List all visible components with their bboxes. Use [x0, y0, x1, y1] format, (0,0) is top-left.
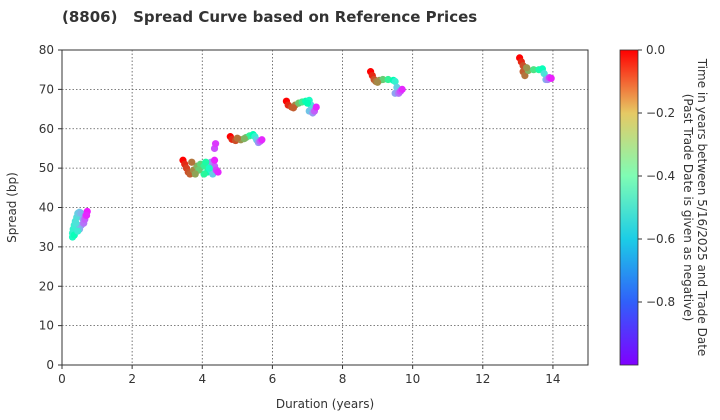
- y-tick-label: 50: [39, 161, 54, 175]
- colorbar-ticks: 0.0 −0.2 −0.4 −0.6 −0.8: [638, 43, 675, 309]
- colorbar-label-line1: Time in years between 5/16/2025 and Trad…: [695, 58, 709, 357]
- axis-ticks: 0 2 4 6 8 10 12 14 0 10 20 30 40 50 60 70 80: [39, 43, 561, 386]
- scatter-point: [191, 170, 199, 178]
- colorbar-tick-label: 0.0: [646, 43, 665, 57]
- grid-lines: [62, 50, 588, 365]
- colorbar-tick-label: −0.8: [646, 295, 675, 309]
- x-tick-label: 14: [545, 372, 560, 386]
- scatter-point: [303, 99, 312, 107]
- data-points: [68, 54, 555, 241]
- y-tick-label: 40: [39, 201, 54, 215]
- y-tick-label: 0: [46, 358, 54, 372]
- scatter-point: [374, 78, 382, 86]
- scatter-point: [205, 164, 213, 172]
- chart-title: (8806) Spread Curve based on Reference P…: [62, 8, 478, 26]
- scatter-point: [211, 140, 220, 148]
- colorbar-tick-label: −0.4: [646, 169, 675, 183]
- scatter-point: [258, 136, 266, 144]
- colorbar-label-line2: (Past Trade Date is given as negative): [681, 94, 695, 322]
- x-tick-label: 8: [339, 372, 347, 386]
- scatter-point: [200, 170, 208, 178]
- scatter-point: [74, 227, 82, 235]
- scatter-point: [398, 85, 406, 93]
- y-tick-label: 20: [39, 279, 54, 293]
- scatter-point: [233, 134, 241, 142]
- x-tick-label: 12: [475, 372, 490, 386]
- point-cluster-6: [516, 54, 555, 84]
- x-tick-label: 4: [198, 372, 206, 386]
- scatter-point: [210, 156, 219, 164]
- x-tick-label: 0: [58, 372, 66, 386]
- point-cluster-3: [226, 131, 266, 147]
- y-tick-label: 60: [39, 122, 54, 136]
- scatter-point: [289, 104, 298, 112]
- scatter-point: [72, 219, 80, 227]
- scatter-point: [312, 103, 320, 111]
- x-axis-label: Duration (years): [276, 397, 374, 411]
- point-cluster-5: [366, 68, 406, 97]
- x-tick-label: 10: [405, 372, 420, 386]
- scatter-point: [521, 71, 529, 80]
- colorbar-tick-label: −0.6: [646, 232, 675, 246]
- scatter-point: [214, 168, 222, 176]
- y-tick-label: 80: [39, 43, 54, 57]
- scatter-point: [547, 74, 555, 82]
- scatter-point: [384, 75, 392, 84]
- y-tick-label: 70: [39, 82, 54, 96]
- scatter-point: [240, 134, 248, 143]
- scatter-point: [523, 64, 531, 72]
- colorbar-tick-label: −0.2: [646, 106, 675, 120]
- x-tick-label: 2: [128, 372, 136, 386]
- colorbar: [619, 49, 639, 366]
- y-tick-label: 30: [39, 240, 54, 254]
- scatter-point: [188, 158, 196, 166]
- scatter-point: [530, 66, 538, 74]
- scatter-point: [82, 211, 91, 219]
- point-cluster-4: [282, 96, 320, 117]
- scatter-point: [391, 77, 399, 86]
- y-axis-label: Spread (bp): [5, 172, 19, 243]
- point-cluster-1: [68, 207, 91, 241]
- x-tick-label: 6: [269, 372, 277, 386]
- y-tick-label: 10: [39, 319, 54, 333]
- scatter-point: [202, 158, 210, 166]
- scatter-point: [540, 70, 548, 78]
- point-cluster-2: [179, 140, 222, 178]
